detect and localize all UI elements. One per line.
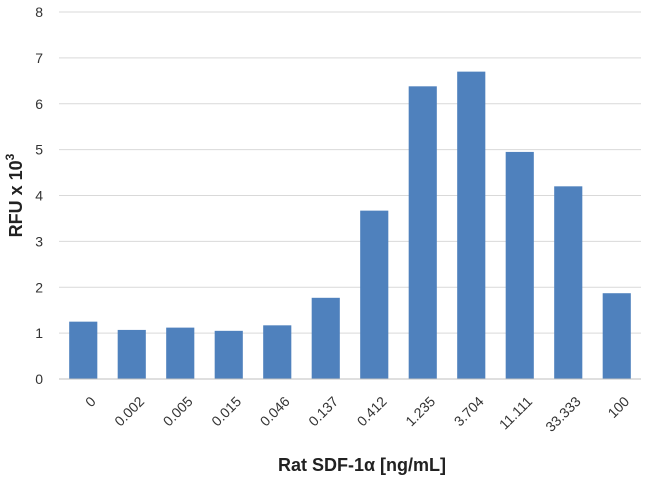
y-axis-ticks: 0 1 2 3 4 5 6 7 8: [35, 4, 43, 387]
y-tick-label: 0: [35, 371, 43, 387]
bar: [408, 86, 437, 379]
x-tick-label: 0.412: [354, 393, 390, 429]
y-tick-label: 7: [35, 50, 43, 66]
bar: [117, 329, 146, 379]
bar: [311, 297, 340, 379]
x-tick-label: 0: [82, 393, 99, 410]
bar: [505, 151, 534, 379]
x-tick-label: 0.015: [208, 393, 244, 429]
x-tick-label: 0.005: [160, 393, 196, 429]
y-tick-label: 3: [35, 233, 43, 249]
bar: [457, 71, 486, 379]
bar: [360, 210, 389, 379]
x-tick-label: 0.002: [111, 393, 147, 429]
x-tick-label: 1.235: [402, 393, 438, 429]
bar: [263, 325, 292, 379]
bar: [602, 293, 631, 379]
y-tick-label: 5: [35, 142, 43, 158]
x-tick-label: 3.704: [451, 393, 487, 429]
x-tick-label: 0.137: [305, 393, 341, 429]
y-tick-label: 1: [35, 325, 43, 341]
bars: [69, 71, 631, 379]
y-tick-label: 2: [35, 279, 43, 295]
bar: [166, 327, 195, 379]
x-tick-label: 100: [604, 393, 632, 421]
x-axis-ticks: 0 0.002 0.005 0.015 0.046 0.137 0.412 1.235 3.70…: [82, 393, 632, 435]
bar: [69, 321, 98, 379]
y-axis-title: RFU x 103: [3, 153, 26, 237]
bar: [214, 330, 243, 379]
bar: [554, 186, 583, 379]
y-tick-label: 8: [35, 4, 43, 20]
y-axis-title-text: RFU x 10: [6, 160, 26, 237]
x-tick-label: 33.333: [542, 393, 584, 435]
x-axis-title: Rat SDF-1α [ng/mL]: [278, 455, 446, 475]
x-tick-label: 11.111: [496, 393, 536, 433]
y-tick-label: 4: [35, 188, 43, 204]
y-tick-label: 6: [35, 96, 43, 112]
x-tick-label: 0.046: [257, 393, 293, 429]
gridlines: [59, 11, 641, 334]
y-axis-title-superscript: 3: [3, 153, 17, 160]
